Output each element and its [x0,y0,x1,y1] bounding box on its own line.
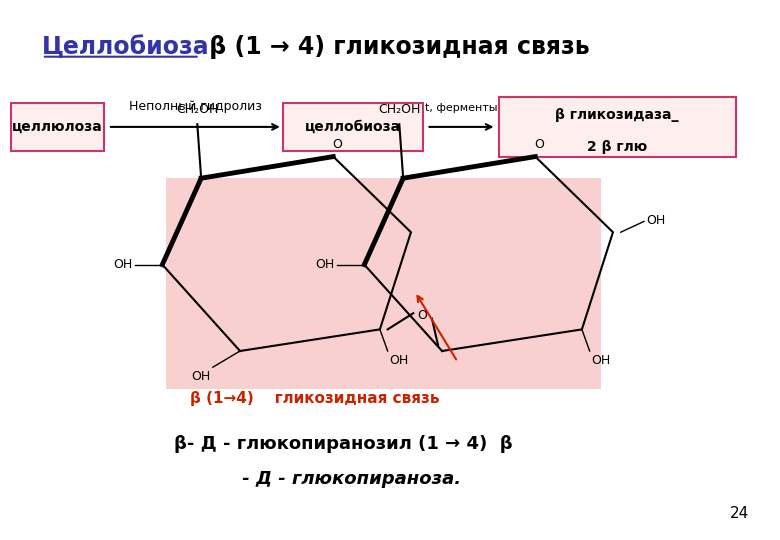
Text: β- Д - глюкопиранозил (1 → 4)  β: β- Д - глюкопиранозил (1 → 4) β [174,435,512,453]
Text: β (1 → 4) гликозидная связь: β (1 → 4) гликозидная связь [201,35,590,59]
Text: OH: OH [591,354,611,367]
Text: 2 β глю: 2 β глю [587,140,647,154]
Bar [498,97,736,157]
Text: OH: OH [316,258,335,271]
Bar [283,103,423,151]
Text: целлюлоза: целлюлоза [12,120,103,134]
Text: Целлобиоза: Целлобиоза [42,35,210,59]
Text: OH: OH [191,370,211,383]
Bar [166,178,601,389]
Text: Неполный гидролиз: Неполный гидролиз [129,100,262,113]
Text: OH: OH [389,354,409,367]
Text: β гликозидаза_: β гликозидаза_ [555,107,679,122]
Text: O: O [417,309,427,322]
Text: - Д - глюкопираноза.: - Д - глюкопираноза. [236,470,461,488]
Text: t, ферменты: t, ферменты [425,103,498,113]
Text: β (1→4)    гликозидная связь: β (1→4) гликозидная связь [190,392,439,407]
Text: OH: OH [647,214,665,227]
Bar [11,103,104,151]
Text: O: O [534,138,544,151]
Text: OH: OH [114,258,133,271]
Text: O: O [332,138,342,151]
Text: CH₂OH: CH₂OH [176,103,218,116]
Text: целлобиоза: целлобиоза [305,120,401,134]
Text: 24: 24 [729,506,749,521]
Text: CH₂OH: CH₂OH [378,103,420,116]
